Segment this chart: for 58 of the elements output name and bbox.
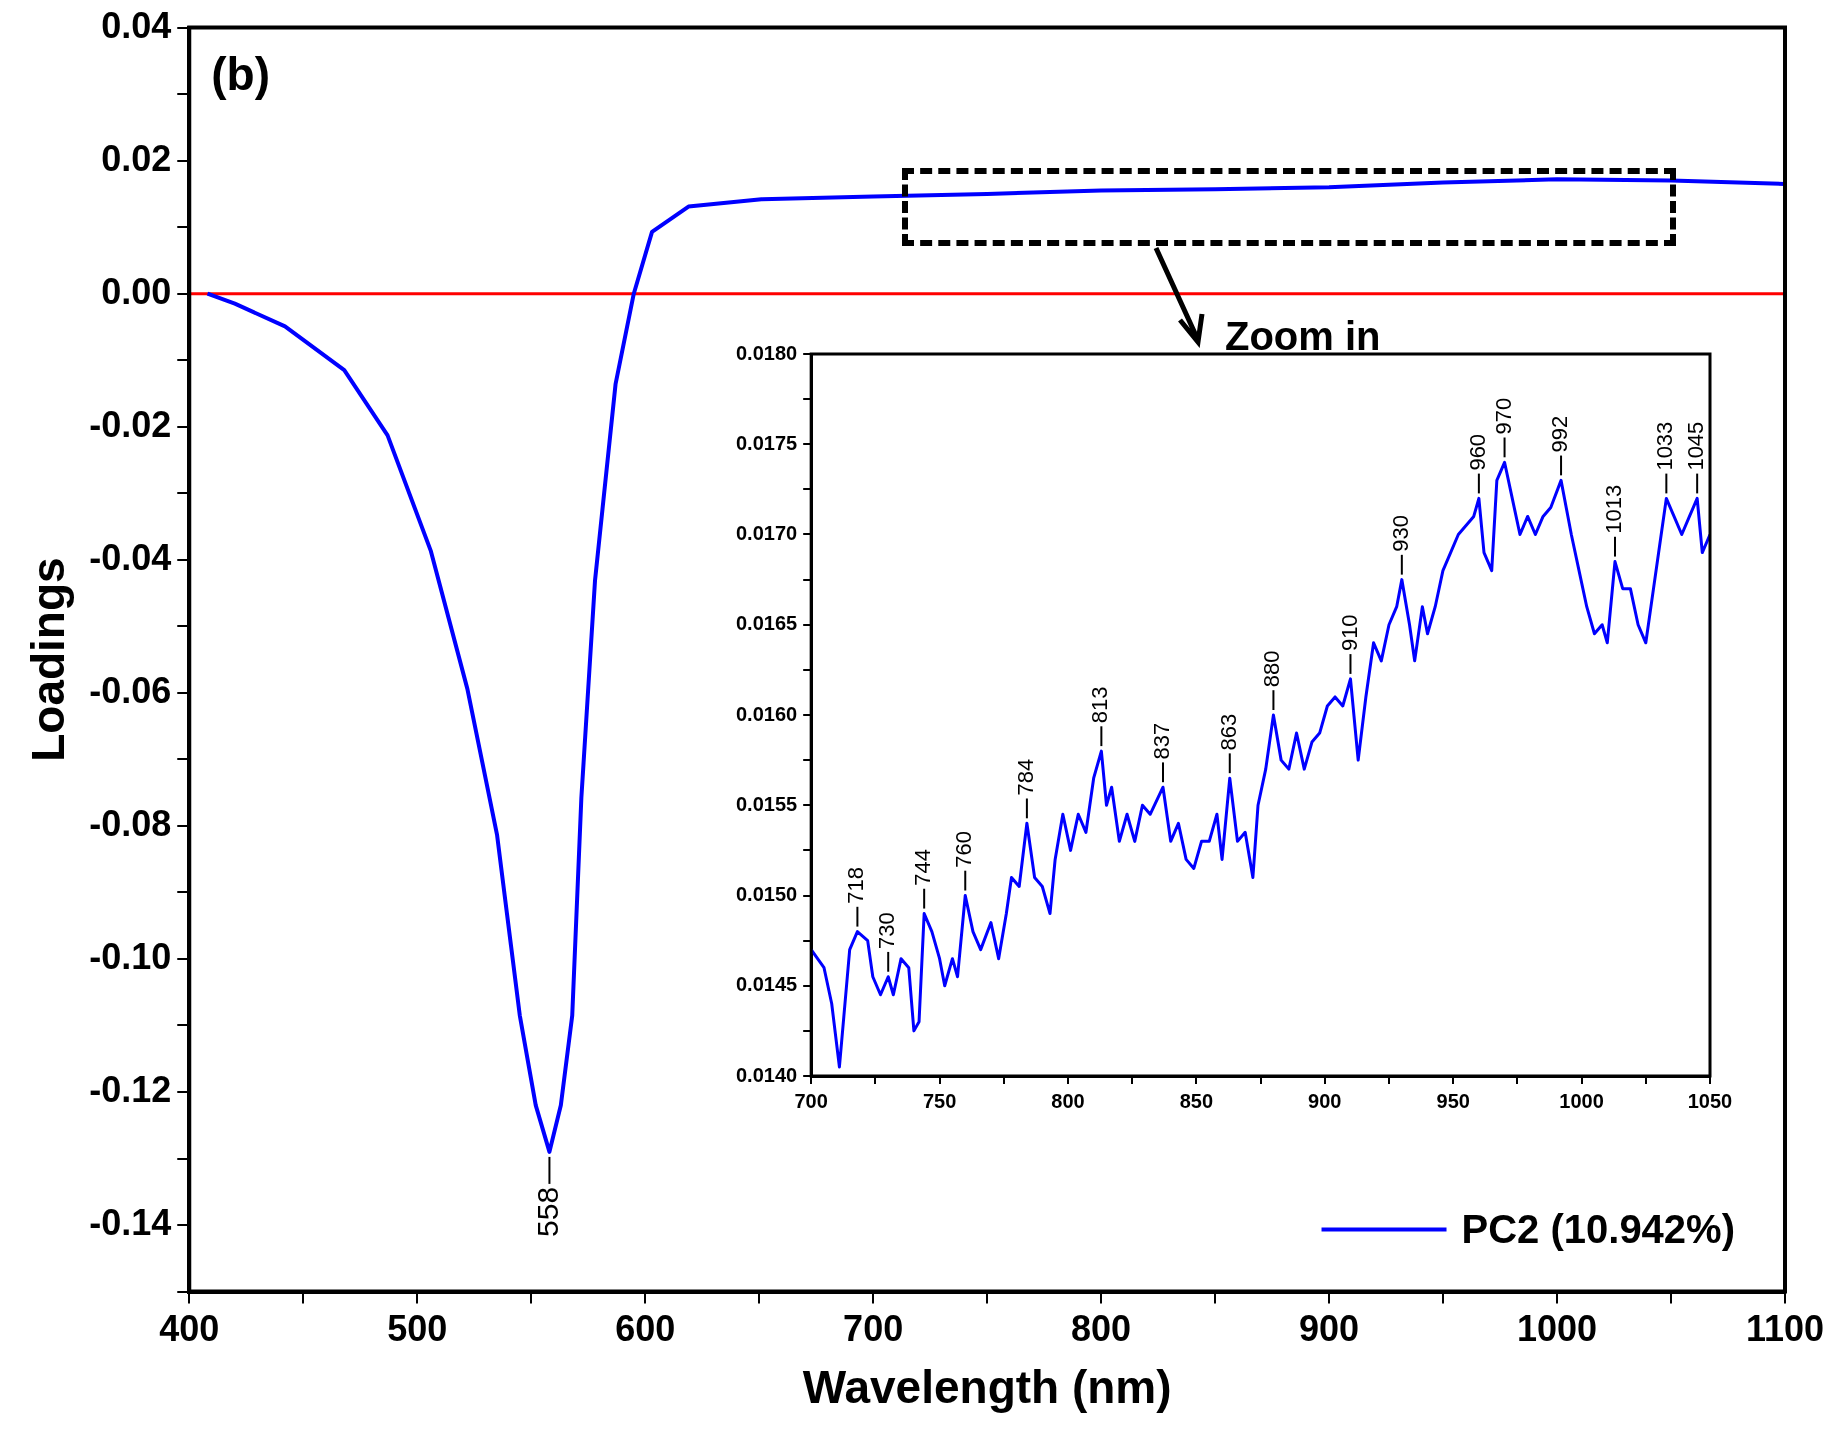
y-axis-title: Loadings [22,557,75,762]
annotation: 970 [1490,397,1516,435]
y-tick-label: 0.0175 [736,431,798,454]
x-tick-label: 400 [159,1308,220,1350]
y-tick-label: 0.0180 [736,341,798,364]
y-tick-label: -0.14 [89,1202,172,1243]
annotation: 910 [1336,614,1362,652]
y-tick-label: 0.0140 [736,1063,798,1086]
x-tick-label: 1000 [1516,1308,1598,1350]
y-tick-label: 0.0145 [736,973,798,996]
y-tick-label: -0.06 [89,669,172,711]
annotation: 960 [1464,433,1490,471]
x-tick-label: 750 [922,1089,957,1112]
y-tick-label: 0.0160 [736,702,798,725]
annotation: 813 [1087,686,1113,724]
y-tick-label: 0.0170 [736,522,798,545]
y-tick-label: 0.04 [101,4,172,46]
x-tick-label: 900 [1299,1308,1360,1350]
x-tick-label: 500 [387,1308,448,1350]
legend-label: PC2 (10.942%) [1461,1206,1736,1251]
x-tick-label: 800 [1051,1089,1085,1112]
annotation: 1033 [1652,421,1678,471]
y-tick-label: -0.08 [89,802,172,844]
annotation: 992 [1547,415,1573,453]
x-tick-label: 700 [794,1089,828,1112]
y-tick-label: 0.02 [101,137,172,179]
x-tick-label: 950 [1436,1089,1470,1112]
y-tick-label: 0.0150 [736,883,798,906]
x-axis-title: Wavelength (nm) [802,1361,1172,1414]
y-tick-label: 0.0155 [736,792,798,815]
annotation: 837 [1149,722,1175,760]
x-tick-label: 850 [1179,1089,1214,1112]
annotation: (b) [211,47,270,100]
y-tick-label: -0.02 [89,403,172,445]
annotation: 784 [1012,758,1038,796]
annotation: 718 [843,867,869,904]
y-tick-label: -0.12 [89,1068,172,1110]
annotation: 1045 [1683,421,1709,471]
x-tick-label: 800 [1071,1308,1132,1350]
annotation: 930 [1387,515,1413,552]
annotation: 863 [1215,713,1241,751]
y-tick-label: -0.10 [89,935,172,977]
annotation: Zoom in [1225,314,1381,358]
annotation: 1013 [1601,484,1627,534]
y-tick-label: 0.00 [101,270,172,312]
x-tick-label: 600 [615,1308,676,1350]
annotation: 744 [910,849,936,886]
x-tick-label: 700 [843,1308,904,1350]
y-tick-label: -0.04 [89,536,172,578]
annotation: 880 [1259,650,1285,688]
x-tick-label: 1000 [1559,1089,1604,1112]
x-tick-label: 1100 [1745,1308,1825,1350]
y-tick-label: 0.0165 [736,612,798,635]
x-tick-label: 900 [1308,1089,1342,1112]
annotation: 558 [530,1186,564,1237]
annotation: 730 [874,912,900,949]
x-tick-label: 1050 [1687,1089,1733,1112]
annotation: 760 [951,830,977,868]
